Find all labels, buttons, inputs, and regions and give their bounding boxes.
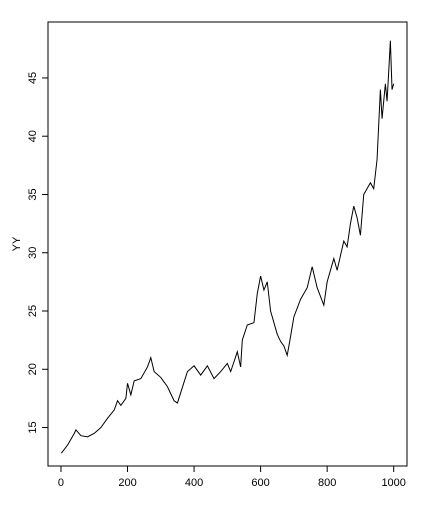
y-tick-label: 25 [27, 305, 39, 317]
y-tick-label: 15 [27, 421, 39, 433]
plot-box [47, 21, 408, 467]
x-tick-label: 200 [118, 477, 136, 489]
data-line [60, 40, 395, 454]
x-tick-label: 0 [58, 477, 64, 489]
x-tick-label: 1000 [381, 477, 405, 489]
y-tick-label: 30 [27, 247, 39, 259]
x-tick-label: 400 [185, 477, 203, 489]
x-tick-label: 800 [318, 477, 336, 489]
x-tick-label: 600 [251, 477, 269, 489]
y-tick-label: 40 [27, 130, 39, 142]
y-tick-label: 45 [27, 72, 39, 84]
y-tick-label: 20 [27, 363, 39, 375]
y-tick-label: 35 [27, 188, 39, 200]
y-axis-label: YY [11, 236, 23, 251]
